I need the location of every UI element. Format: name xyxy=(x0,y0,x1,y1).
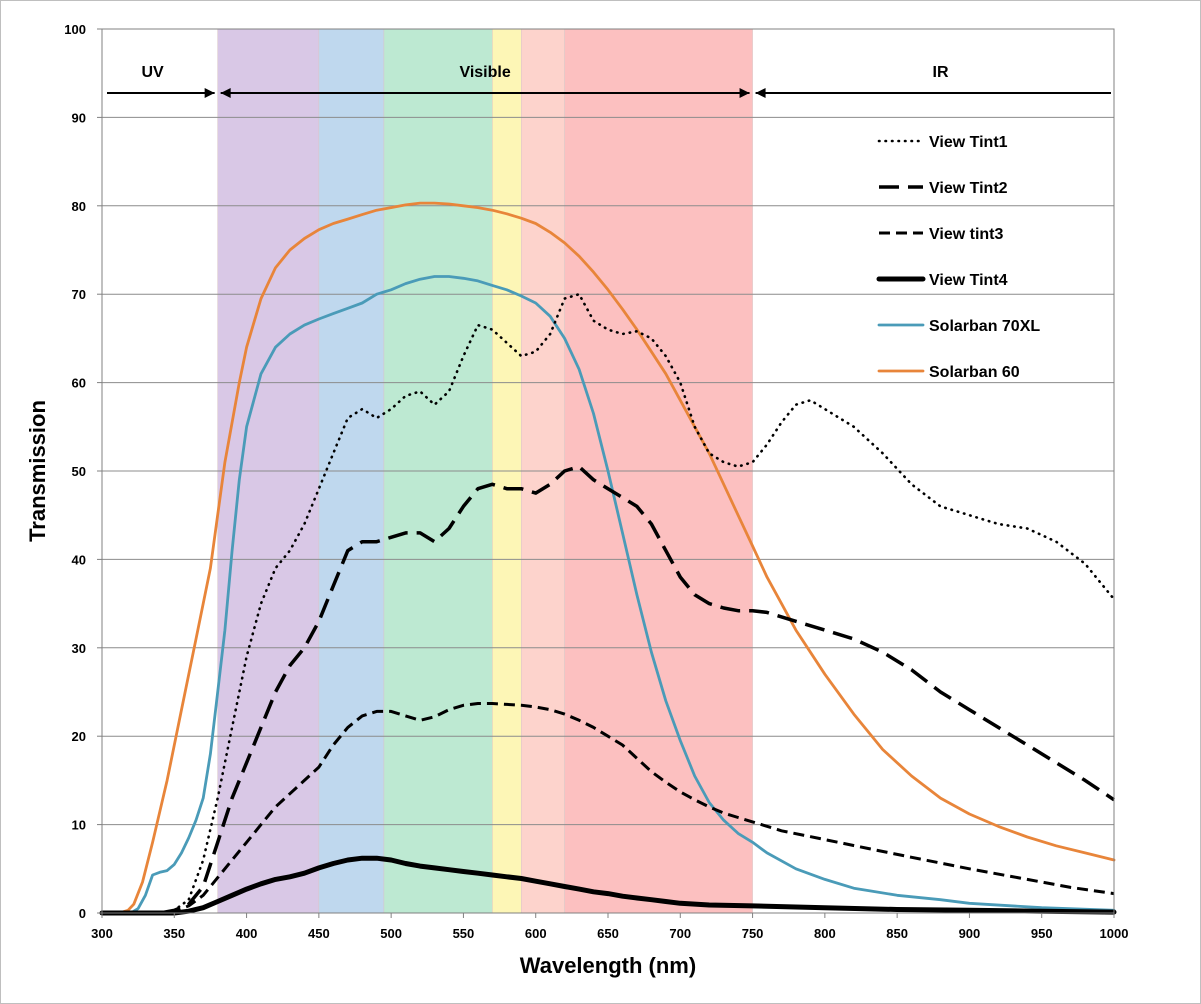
y-tick-label-50: 50 xyxy=(72,464,86,479)
region-arrowhead-left-visible xyxy=(220,88,231,98)
region-labels: UV Visible IR xyxy=(141,64,948,81)
region-label-visible: Visible xyxy=(459,64,510,81)
x-tick-label-850: 850 xyxy=(886,926,908,941)
y-tick-label-10: 10 xyxy=(72,818,86,833)
y-tick-label-70: 70 xyxy=(72,287,86,302)
series-line-solarban-60 xyxy=(100,201,1116,915)
x-tick-label-900: 900 xyxy=(959,926,981,941)
x-tick-label-700: 700 xyxy=(669,926,691,941)
series-line-view-tint4 xyxy=(99,855,1117,916)
y-tick-label-40: 40 xyxy=(72,552,86,567)
y-tick-label-100: 100 xyxy=(64,22,86,37)
y-tick-label-90: 90 xyxy=(72,110,86,125)
y-axis-title: Transmission xyxy=(25,400,50,542)
region-arrowhead-left-ir xyxy=(755,88,766,98)
series-lines xyxy=(99,201,1117,916)
x-tick-labels: 300 350 400 450 500 550 600 650 700 750 800 850 900 9… xyxy=(91,913,1128,941)
legend-label-view-tint1: View Tint1 xyxy=(929,134,1008,151)
y-tick-label-0: 0 xyxy=(79,906,86,921)
series-line-view-tint2 xyxy=(102,464,1115,915)
series-line-view-tint1 xyxy=(100,292,1116,915)
x-tick-label-600: 600 xyxy=(525,926,547,941)
x-tick-label-650: 650 xyxy=(597,926,619,941)
x-axis-title: Wavelength (nm) xyxy=(520,953,696,978)
legend-label-solarban-60: Solarban 60 xyxy=(929,364,1020,381)
x-tick-label-350: 350 xyxy=(163,926,185,941)
legend-label-view-tint3: View tint3 xyxy=(929,226,1003,243)
legend-label-view-tint2: View Tint2 xyxy=(929,180,1008,197)
y-tick-label-30: 30 xyxy=(72,641,86,656)
legend: View Tint1 View Tint2 View tint3 View Tint4… xyxy=(876,134,1040,381)
series-line-view-tint3 xyxy=(102,702,1115,915)
x-tick-label-550: 550 xyxy=(453,926,475,941)
x-tick-label-500: 500 xyxy=(380,926,402,941)
x-tick-label-450: 450 xyxy=(308,926,330,941)
y-tick-labels: 0 10 20 30 40 50 60 70 80 90 100 xyxy=(64,22,102,921)
series-line-solarban-70xl xyxy=(100,275,1116,915)
region-arrows xyxy=(107,88,1111,98)
y-tick-label-80: 80 xyxy=(72,199,86,214)
legend-label-solarban-70xl: Solarban 70XL xyxy=(929,318,1040,335)
y-tick-label-20: 20 xyxy=(72,729,86,744)
region-arrowhead-right-visible xyxy=(739,88,750,98)
x-tick-label-750: 750 xyxy=(742,926,764,941)
region-label-uv: UV xyxy=(141,64,164,81)
x-tick-label-950: 950 xyxy=(1031,926,1053,941)
x-tick-label-300: 300 xyxy=(91,926,113,941)
region-arrowhead-right-uv xyxy=(204,88,215,98)
y-tick-label-60: 60 xyxy=(72,376,86,391)
legend-label-view-tint4: View Tint4 xyxy=(929,272,1008,289)
x-tick-label-400: 400 xyxy=(236,926,258,941)
x-tick-label-1000: 1000 xyxy=(1100,926,1129,941)
x-tick-label-800: 800 xyxy=(814,926,836,941)
region-label-ir: IR xyxy=(933,64,949,81)
